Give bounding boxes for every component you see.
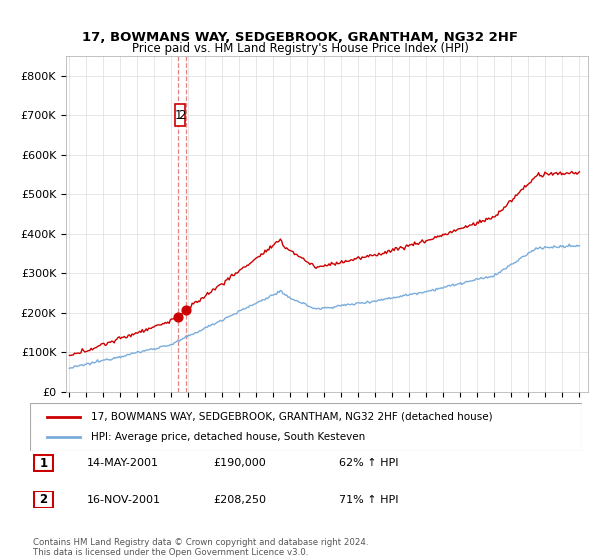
FancyBboxPatch shape (175, 104, 185, 126)
Text: 17, BOWMANS WAY, SEDGEBROOK, GRANTHAM, NG32 2HF: 17, BOWMANS WAY, SEDGEBROOK, GRANTHAM, N… (82, 31, 518, 44)
Text: 62% ↑ HPI: 62% ↑ HPI (339, 458, 398, 468)
Text: 2: 2 (178, 109, 186, 122)
Text: £208,250: £208,250 (213, 494, 266, 505)
Text: 14-MAY-2001: 14-MAY-2001 (87, 458, 159, 468)
Text: 1: 1 (40, 456, 47, 470)
FancyBboxPatch shape (30, 403, 582, 451)
Text: £190,000: £190,000 (213, 458, 266, 468)
Text: 17, BOWMANS WAY, SEDGEBROOK, GRANTHAM, NG32 2HF (detached house): 17, BOWMANS WAY, SEDGEBROOK, GRANTHAM, N… (91, 412, 493, 422)
Text: 2: 2 (40, 493, 47, 506)
Text: 1: 1 (175, 109, 182, 122)
Text: 71% ↑ HPI: 71% ↑ HPI (339, 494, 398, 505)
Text: Price paid vs. HM Land Registry's House Price Index (HPI): Price paid vs. HM Land Registry's House … (131, 42, 469, 55)
FancyBboxPatch shape (34, 455, 53, 471)
Point (173, 312, 182, 321)
Text: HPI: Average price, detached house, South Kesteven: HPI: Average price, detached house, Sout… (91, 432, 365, 442)
Point (182, 305, 191, 314)
Text: Contains HM Land Registry data © Crown copyright and database right 2024.
This d: Contains HM Land Registry data © Crown c… (33, 538, 368, 557)
FancyBboxPatch shape (34, 492, 53, 507)
Text: 16-NOV-2001: 16-NOV-2001 (87, 494, 161, 505)
